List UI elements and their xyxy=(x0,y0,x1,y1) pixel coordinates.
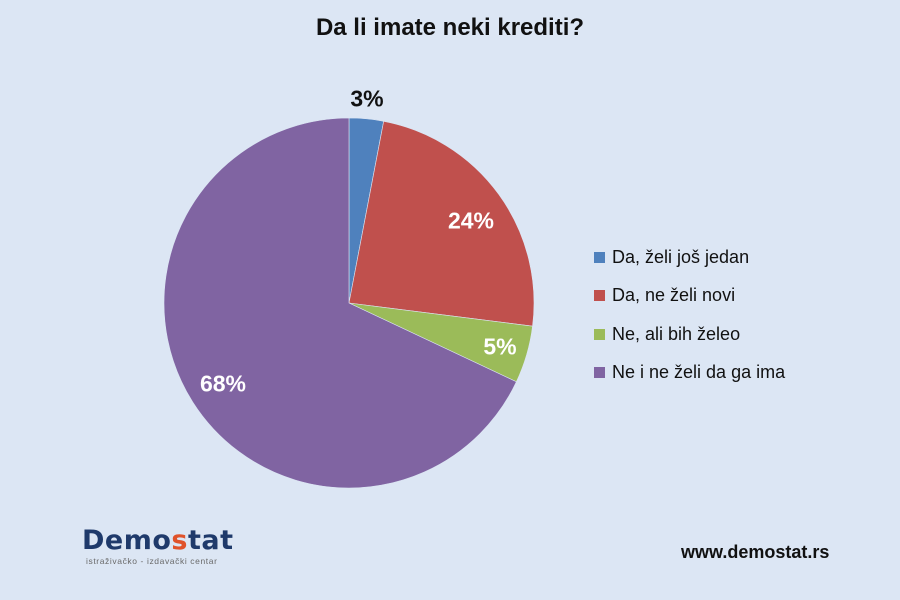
demostat-logo: Demostat istraživačko - izdavački centar xyxy=(82,525,234,567)
legend-label: Da, ne želi novi xyxy=(612,285,736,306)
data-label: 68% xyxy=(199,370,247,397)
slice-da-ne-zeli-novi xyxy=(348,120,535,327)
logo-wordmark: Demostat xyxy=(82,525,234,556)
legend-label: Ne i ne želi da ga ima xyxy=(612,362,786,383)
legend-label: Da, želi još jedan xyxy=(612,246,750,267)
chart-title: Da li imate neki krediti? xyxy=(315,14,585,41)
legend-item-ne-ali-bih-zeleo: Ne, ali bih želeo xyxy=(594,315,785,354)
logo-tagline: istraživačko - izdavački centar xyxy=(86,556,218,566)
legend-swatch-icon xyxy=(594,328,605,340)
legend-item-da-ne-zeli-novi: Da, ne želi novi xyxy=(594,277,785,316)
website-url: www.demostat.rs xyxy=(681,542,830,562)
legend-item-ne-i-ne-zeli: Ne i ne želi da ga ima xyxy=(594,354,785,393)
data-label: 5% xyxy=(483,333,517,360)
legend-item-da-zeli-jos-jedan: Da, želi još jedan xyxy=(594,238,785,277)
slice-ne-i-ne-zeli xyxy=(163,117,517,489)
legend-swatch-icon xyxy=(594,290,605,302)
legend-swatch-icon xyxy=(594,251,605,263)
data-label: 3% xyxy=(350,85,384,112)
legend-label: Ne, ali bih želeo xyxy=(612,323,741,344)
data-label: 24% xyxy=(447,207,495,234)
legend-swatch-icon xyxy=(594,367,605,379)
chart-legend: Da, želi još jedan Da, ne želi novi Ne, … xyxy=(594,238,785,392)
